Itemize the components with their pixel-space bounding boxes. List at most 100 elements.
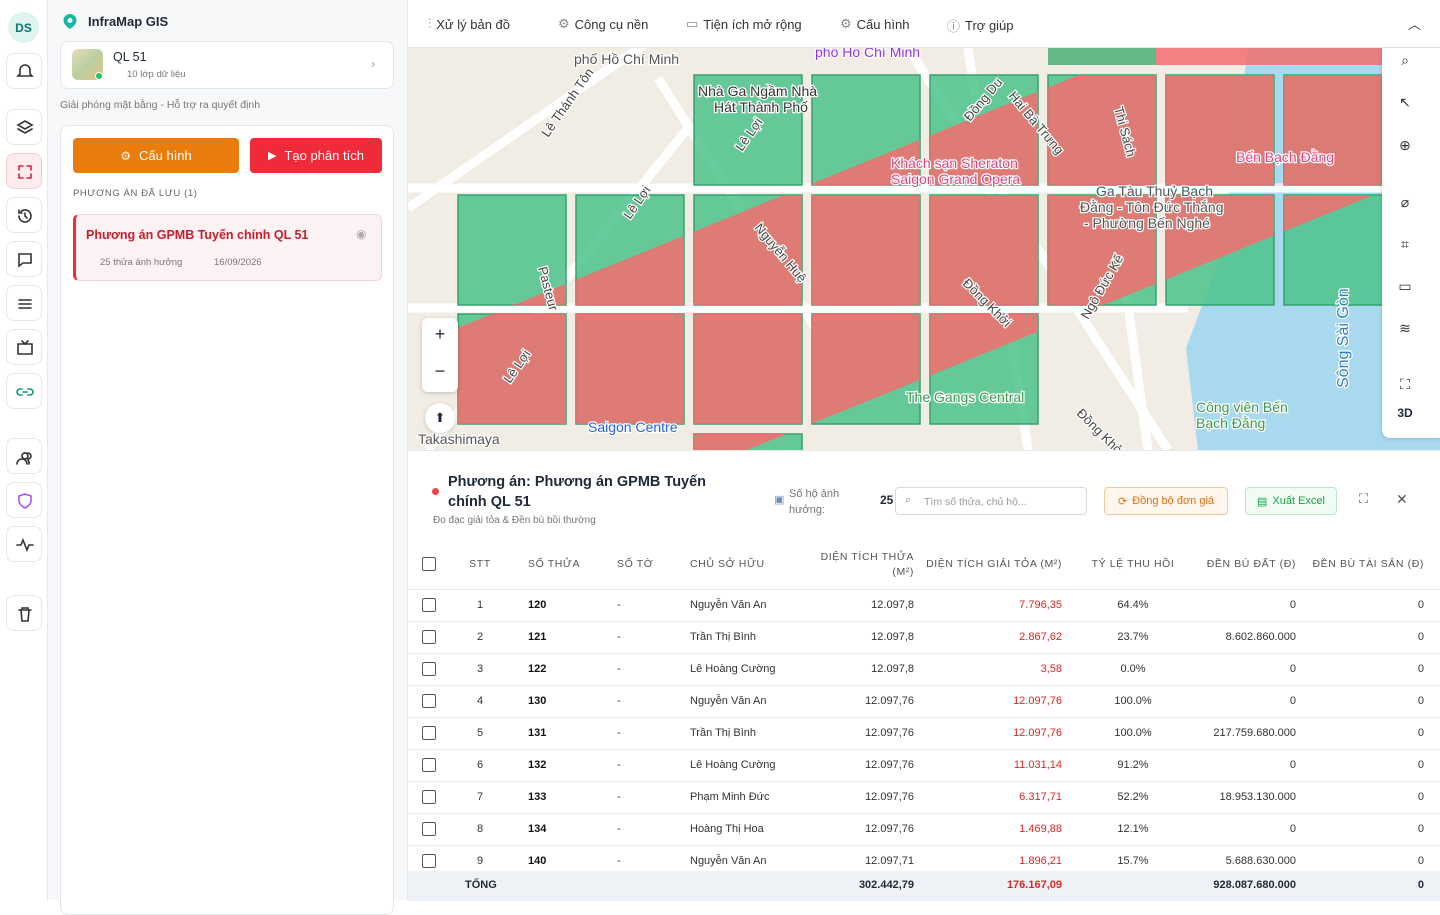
checkbox[interactable]: [422, 790, 436, 804]
search-box[interactable]: ⌕ Tìm số thửa, chủ hộ...: [895, 487, 1087, 515]
toolbar-button[interactable]: ⛶: [1400, 376, 1410, 392]
table-cell: 12.1%: [1072, 813, 1194, 846]
column-header: CHỦ SỞ HỮU: [672, 541, 800, 590]
checkbox[interactable]: [422, 557, 436, 572]
table-cell: 0: [1306, 589, 1440, 622]
checkbox[interactable]: [422, 662, 436, 676]
icon-path: [18, 493, 32, 509]
rail-icon: [17, 340, 33, 355]
expand-button[interactable]: ⛶: [1359, 491, 1369, 506]
rail-button[interactable]: [6, 153, 42, 189]
map-toolbar: ⌕ ↖ ⊕ ⌀ ⌗ ▭ ≋ ⛶ 3D: [1382, 48, 1440, 438]
menu-item[interactable]: ⚙ Cấu hình: [840, 16, 910, 32]
toolbar-button[interactable]: ⌗: [1401, 236, 1409, 252]
table-cell: 2: [450, 621, 510, 654]
rail-icon: [16, 537, 34, 553]
rail-button[interactable]: [6, 438, 42, 474]
table-row: 1 120- Nguyễn Văn An 12.097,8 7.796,35 64.4% 0…: [408, 589, 1440, 622]
table-cell: 134: [510, 813, 600, 846]
project-layers: 10 lớp dữ liệu: [127, 69, 186, 80]
menu-label: Tiện ích mở rộng: [703, 16, 802, 32]
toolbar-button[interactable]: ≋: [1399, 320, 1411, 336]
checkbox[interactable]: [422, 694, 436, 708]
table-cell: 12.097,76: [800, 813, 924, 846]
toolbar-button[interactable]: ⊕: [1399, 137, 1411, 153]
close-button[interactable]: ✕: [1396, 491, 1408, 507]
zoom-out[interactable]: −: [434, 361, 446, 381]
table-cell: 12.097,76: [800, 749, 924, 782]
column-header: ĐỀN BÙ TÀI SẢN (Đ): [1306, 541, 1440, 590]
checkbox[interactable]: [422, 822, 436, 836]
plan-card[interactable]: Phương án GPMB Tuyến chính QL 51 ◉ 25 th…: [73, 214, 382, 281]
menu-label: Công cụ nền: [574, 16, 649, 32]
table-cell: 100.0%: [1072, 717, 1194, 750]
table-cell: 11.031,14: [924, 749, 1072, 782]
compass[interactable]: ⬆: [425, 403, 455, 433]
table-cell: 0: [1194, 813, 1306, 846]
rail-button[interactable]: [6, 482, 42, 518]
icon-path: [16, 388, 34, 396]
select-cell: [408, 589, 450, 622]
rail-button[interactable]: [6, 285, 42, 321]
rail-icon: [18, 165, 32, 179]
zoom-in[interactable]: +: [434, 324, 446, 344]
checkbox[interactable]: [422, 630, 436, 644]
zoom-controls: + −: [422, 318, 458, 392]
icon-path: [18, 209, 32, 223]
3d-toggle[interactable]: 3D: [1397, 406, 1413, 420]
toolbar-button[interactable]: ↖: [1399, 94, 1411, 110]
checkbox[interactable]: [422, 726, 436, 740]
sync-button[interactable]: ⟳ Đồng bộ đơn giá: [1104, 487, 1228, 515]
export-button[interactable]: ▤ Xuất Excel: [1245, 487, 1337, 515]
table-cell: 12.097,8: [800, 589, 924, 622]
rail-button[interactable]: [6, 329, 42, 365]
icon-rail: DS: [0, 0, 48, 900]
rail-button[interactable]: [6, 109, 42, 145]
collapse-icon[interactable]: ︿: [1408, 17, 1422, 32]
map-label: phố Hồ Chí Minh: [574, 51, 679, 67]
table-cell: Trần Thị Bình: [672, 621, 800, 654]
rail-button[interactable]: [6, 241, 42, 277]
table-cell: -: [600, 781, 672, 814]
toolbar-button[interactable]: ⌀: [1400, 194, 1410, 210]
view-icon[interactable]: ◉: [356, 227, 367, 241]
table-cell: 121: [510, 621, 600, 654]
parcel: [693, 74, 803, 186]
sidebar-toggle[interactable]: [6, 855, 42, 891]
analyze-button-label: Tạo phân tích: [284, 148, 364, 163]
menu-item[interactable]: ⓘ Trợ giúp: [947, 18, 1014, 34]
table-cell: 8: [450, 813, 510, 846]
table-cell: 0: [1306, 621, 1440, 654]
config-button[interactable]: ⚙ Cấu hình: [73, 138, 239, 173]
project-name: QL 51: [113, 50, 147, 64]
table-cell: 4: [450, 685, 510, 718]
table-cell: Trần Thị Bình: [672, 717, 800, 750]
rail-button[interactable]: [6, 526, 42, 562]
checkbox[interactable]: [422, 758, 436, 772]
table-cell: 100.0%: [1072, 685, 1194, 718]
select-cell: [408, 685, 450, 718]
project-card[interactable]: QL 51 10 lớp dữ liệu ›: [60, 41, 394, 89]
table-cell: 18.953.130.000: [1194, 781, 1306, 814]
toolbar-button[interactable]: ▭: [1398, 278, 1412, 294]
table-row: 5 131- Trần Thị Bình 12.097,76 12.097,76 100.…: [408, 717, 1440, 750]
avatar[interactable]: DS: [8, 12, 39, 43]
map-label: Takashimaya: [418, 431, 500, 447]
rail-button[interactable]: [6, 197, 42, 233]
checkbox[interactable]: [422, 598, 436, 612]
rail-button[interactable]: [6, 53, 42, 89]
rail-button[interactable]: [6, 373, 42, 409]
menu-item[interactable]: ⚙ Công cụ nền: [558, 16, 649, 32]
menu-item[interactable]: ⫶ Xử lý bản đồ: [428, 16, 510, 32]
table-cell: 3,58: [924, 653, 1072, 686]
checkbox[interactable]: [422, 854, 436, 868]
map[interactable]: phố Hồ Chí Minh phố Hồ Chí Minh Nhà Ga Ngầ…: [408, 48, 1440, 450]
menu-item[interactable]: ▭ Tiện ích mở rộng: [686, 16, 802, 32]
table-cell: Lê Hoàng Cường: [672, 749, 800, 782]
toolbar-button[interactable]: ⌕: [1401, 52, 1409, 68]
table-cell: 0: [1306, 781, 1440, 814]
table-cell: -: [600, 685, 672, 718]
analyze-button[interactable]: ▶ Tạo phân tích: [250, 138, 382, 173]
icon-path: [16, 120, 34, 134]
rail-button[interactable]: [6, 595, 42, 631]
